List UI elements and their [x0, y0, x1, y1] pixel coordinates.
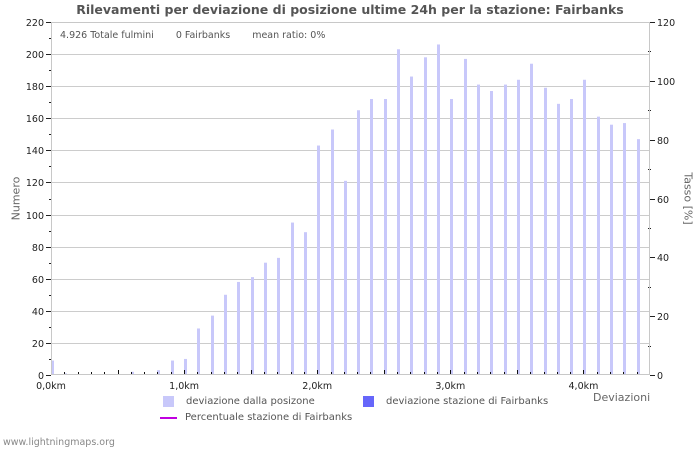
bar-deviation	[570, 99, 573, 375]
y-tick-label: 40	[32, 307, 44, 318]
bar-deviation	[331, 129, 334, 375]
bar-deviation	[424, 57, 427, 376]
y-right-tick-label: 80	[657, 136, 669, 147]
legend-item-station-percentage: Percentuale stazione di Fairbanks	[160, 412, 352, 423]
y-right-tick-label: 20	[657, 312, 669, 323]
bar-deviation	[504, 84, 507, 375]
bar-deviation	[251, 277, 254, 375]
total-strikes: 4.926 Totale fulmini	[60, 30, 154, 41]
bar-deviation	[211, 315, 214, 375]
bar-deviation	[397, 49, 400, 375]
y-tick-label: 0	[38, 371, 44, 382]
legend-label: Percentuale stazione di Fairbanks	[185, 412, 353, 423]
bar-deviation	[291, 222, 294, 375]
bar-deviation	[131, 371, 134, 375]
x-tick-label: 4,0km	[569, 381, 599, 392]
legend-swatch-light-blue	[163, 396, 174, 407]
bar-deviation	[317, 145, 320, 375]
station-count: 0 Fairbanks	[175, 30, 231, 41]
legend-line-purple	[160, 416, 177, 419]
info-line: 4.926 Totale fulmini 0 Fairbanks mean rati…	[60, 30, 347, 41]
y-tick-label: 200	[26, 50, 44, 61]
y-right-tick-label: 0	[657, 371, 663, 382]
bar-deviation	[197, 328, 200, 375]
y-right-tick-label: 100	[657, 77, 675, 88]
bar-deviation	[477, 84, 480, 375]
y-right-tick-label: 120	[657, 18, 675, 29]
bar-deviation	[51, 360, 54, 375]
bar-deviation	[637, 139, 640, 375]
bar-deviation	[597, 116, 600, 375]
y-tick-label: 80	[32, 243, 44, 254]
x-tick-label: 1,0km	[169, 381, 199, 392]
y-tick-label: 140	[26, 146, 44, 157]
legend-item-station-deviation: deviazione stazione di Fairbanks	[363, 396, 548, 407]
y-tick-label: 180	[26, 82, 44, 93]
y-tick-label: 120	[26, 178, 44, 189]
bar-deviation	[304, 232, 307, 375]
plot-border	[51, 22, 650, 375]
bar-deviation	[437, 44, 440, 376]
bar-deviation	[237, 281, 240, 375]
y-tick-label: 160	[26, 114, 44, 125]
x-tick-label: 0,0km	[36, 381, 66, 392]
mean-ratio: mean ratio: 0%	[252, 30, 326, 41]
y-tick-label: 100	[26, 211, 44, 222]
bar-deviation	[517, 79, 520, 375]
bar-deviation	[557, 103, 560, 375]
bar-deviation	[450, 99, 453, 375]
x-tick-label: 2,0km	[302, 381, 332, 392]
bar-deviation	[370, 99, 373, 375]
bar-deviation	[157, 370, 160, 375]
legend-item-deviation: deviazione dalla posizone	[163, 396, 315, 407]
bar-deviation	[490, 90, 493, 375]
bar-deviation	[277, 257, 280, 375]
bar-deviation	[384, 99, 387, 375]
legend-label: deviazione stazione di Fairbanks	[386, 396, 549, 407]
y-right-tick-label: 60	[657, 195, 669, 206]
y-right-tick-label: 40	[657, 253, 669, 264]
bar-deviation	[530, 63, 533, 376]
bar-deviation	[344, 180, 347, 375]
y-axis-title-left: Numero	[9, 176, 23, 221]
y-axis-title-right: Tasso [%]	[681, 172, 695, 225]
x-axis-title: Deviazioni	[593, 391, 651, 404]
bar-deviation	[171, 360, 174, 375]
y-tick-label: 60	[32, 275, 44, 286]
legend-swatch-dark-blue	[363, 396, 374, 407]
bar-deviation	[410, 76, 413, 376]
y-tick-label: 20	[32, 339, 44, 350]
footer-site-link[interactable]: www.lightningmaps.org	[3, 437, 115, 448]
bar-deviation	[623, 123, 626, 375]
bar-deviation	[264, 262, 267, 375]
y-tick-label: 220	[26, 18, 44, 29]
bar-deviation	[464, 58, 467, 376]
bar-deviation	[184, 358, 187, 375]
chart-title: Rilevamenti per deviazione di posizione …	[76, 2, 624, 17]
x-tick-label: 3,0km	[435, 381, 465, 392]
legend-label: deviazione dalla posizone	[186, 396, 315, 407]
bar-deviation	[610, 124, 613, 375]
bar-deviation	[544, 87, 547, 375]
bar-deviation	[224, 294, 227, 375]
bar-deviation	[357, 110, 360, 375]
bar-deviation	[583, 79, 586, 375]
